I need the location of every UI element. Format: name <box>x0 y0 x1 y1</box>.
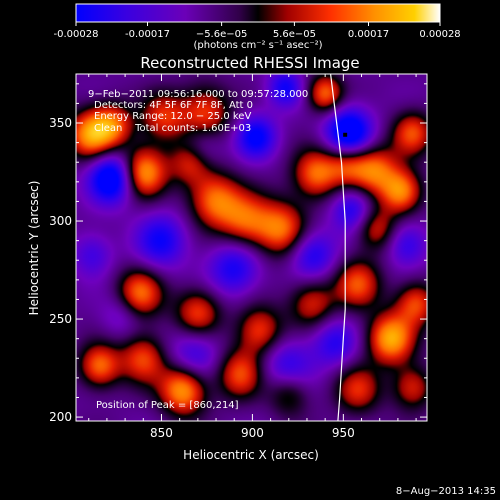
y-tick-label: 200 <box>49 410 72 424</box>
x-tick-label: 850 <box>150 426 173 440</box>
colorbar-ticks: -0.00028 -0.00017 −5.6e−05 5.6e−05 0.00017 0.… <box>54 22 461 40</box>
y-tick-label: 250 <box>49 312 72 326</box>
x-tick-label: 900 <box>241 426 264 440</box>
colorbar-tick-label: -0.00017 <box>125 29 170 40</box>
axis-ticks: 850 900 950 200 250 300 350 <box>49 74 427 440</box>
colorbar: -0.00028 -0.00017 −5.6e−05 5.6e−05 0.00017 0.… <box>54 3 461 51</box>
colorbar-gradient <box>75 3 441 23</box>
colorbar-units: (photons cm⁻² s⁻¹ asec⁻²) <box>193 40 322 51</box>
y-tick-label: 300 <box>49 214 72 228</box>
colorbar-tick-label: 0.00017 <box>348 29 389 40</box>
x-tick-label: 950 <box>332 426 355 440</box>
detectors-label: Detectors: 4F 5F 6F 7F 8F, Att 0 <box>94 100 253 111</box>
peak-position-label: Position of Peak = [860,214] <box>96 400 239 411</box>
x-axis-label: Heliocentric X (arcsec) <box>183 448 319 462</box>
colorbar-tick-label: 0.00028 <box>419 29 460 40</box>
peak-dot <box>343 132 348 137</box>
colorbar-tick-label: 5.6e−05 <box>273 29 316 40</box>
clean-counts-label: Clean Total counts: 1.60E+03 <box>94 123 251 134</box>
y-axis-label: Heliocentric Y (arcsec) <box>27 181 41 316</box>
plot-area: 850 900 950 200 250 300 350 9−Feb−2011 09:56:1… <box>49 73 428 440</box>
plot-frame <box>75 73 428 422</box>
y-tick-label: 350 <box>49 116 72 130</box>
peak-marker <box>343 132 348 137</box>
chart-title: Reconstructed RHESSI Image <box>140 54 359 72</box>
footer-date: 8−Aug−2013 14:35 <box>396 486 496 497</box>
colorbar-tick-label: −5.6e−05 <box>196 29 248 40</box>
time-range-label: 9−Feb−2011 09:56:16.000 to 09:57:28.000 <box>88 89 308 100</box>
energy-range-label: Energy Range: 12.0 − 25.0 keV <box>94 111 251 122</box>
solar-limb-line <box>330 74 346 421</box>
colorbar-tick-label: -0.00028 <box>54 29 99 40</box>
